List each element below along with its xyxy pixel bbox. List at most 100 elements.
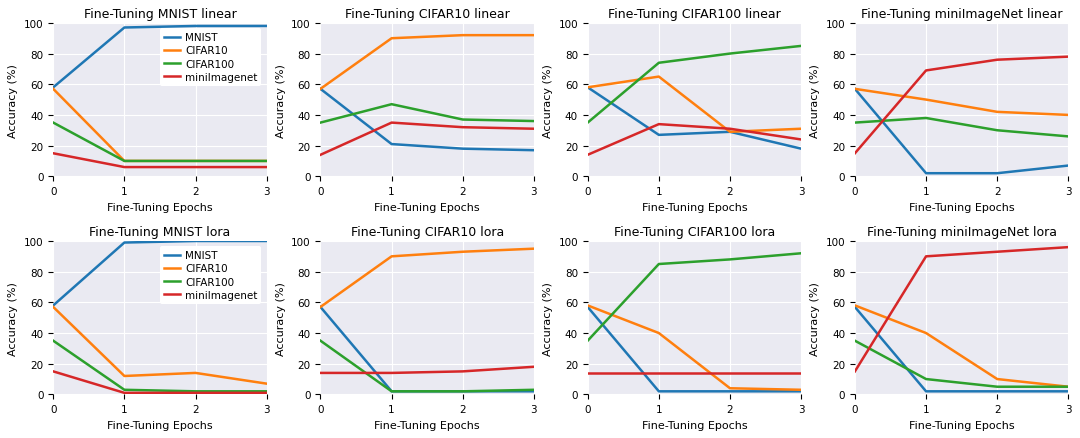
miniImagenet bbox=[118, 390, 131, 396]
Line: MNIST: MNIST bbox=[53, 241, 267, 306]
Y-axis label: Accuracy (%): Accuracy (%) bbox=[275, 64, 285, 137]
miniImagenet bbox=[1062, 55, 1075, 60]
MNIST bbox=[118, 26, 131, 31]
miniImagenet bbox=[46, 369, 59, 374]
X-axis label: Fine-Tuning Epochs: Fine-Tuning Epochs bbox=[107, 202, 213, 212]
MNIST bbox=[189, 239, 202, 244]
MNIST bbox=[386, 142, 399, 147]
Line: MNIST: MNIST bbox=[321, 307, 534, 392]
MNIST bbox=[724, 389, 737, 394]
miniImagenet bbox=[581, 153, 594, 158]
MNIST bbox=[46, 303, 59, 308]
CIFAR100 bbox=[652, 262, 665, 267]
Title: Fine-Tuning CIFAR100 lora: Fine-Tuning CIFAR100 lora bbox=[613, 226, 775, 239]
miniImagenet bbox=[849, 369, 862, 374]
CIFAR100 bbox=[990, 384, 1003, 389]
miniImagenet bbox=[118, 165, 131, 170]
Line: CIFAR10: CIFAR10 bbox=[321, 36, 534, 90]
CIFAR100 bbox=[118, 387, 131, 392]
CIFAR10 bbox=[652, 331, 665, 336]
MNIST bbox=[189, 24, 202, 29]
Line: CIFAR100: CIFAR100 bbox=[53, 341, 267, 392]
Line: CIFAR100: CIFAR100 bbox=[855, 341, 1068, 387]
Title: Fine-Tuning CIFAR10 lora: Fine-Tuning CIFAR10 lora bbox=[351, 226, 503, 239]
MNIST bbox=[652, 133, 665, 138]
MNIST bbox=[795, 389, 808, 394]
MNIST bbox=[118, 240, 131, 246]
miniImagenet bbox=[990, 250, 1003, 255]
CIFAR100 bbox=[849, 338, 862, 343]
CIFAR100 bbox=[456, 389, 469, 394]
CIFAR100 bbox=[46, 338, 59, 343]
MNIST bbox=[990, 171, 1003, 177]
MNIST bbox=[314, 87, 327, 92]
Y-axis label: Accuracy (%): Accuracy (%) bbox=[810, 64, 820, 137]
miniImagenet bbox=[386, 121, 399, 126]
miniImagenet bbox=[1062, 245, 1075, 250]
MNIST bbox=[456, 147, 469, 152]
miniImagenet bbox=[456, 369, 469, 374]
Title: Fine-Tuning MNIST linear: Fine-Tuning MNIST linear bbox=[83, 8, 237, 21]
X-axis label: Fine-Tuning Epochs: Fine-Tuning Epochs bbox=[107, 420, 213, 430]
CIFAR10 bbox=[581, 85, 594, 91]
CIFAR100 bbox=[581, 121, 594, 126]
miniImagenet bbox=[260, 390, 273, 396]
miniImagenet bbox=[919, 254, 932, 259]
CIFAR10 bbox=[386, 36, 399, 42]
CIFAR10 bbox=[652, 75, 665, 80]
miniImagenet bbox=[990, 58, 1003, 63]
CIFAR10 bbox=[314, 304, 327, 310]
Line: miniImagenet: miniImagenet bbox=[321, 124, 534, 155]
miniImagenet bbox=[189, 390, 202, 396]
miniImagenet bbox=[795, 138, 808, 143]
Line: CIFAR100: CIFAR100 bbox=[53, 124, 267, 162]
MNIST bbox=[581, 85, 594, 91]
Line: miniImagenet: miniImagenet bbox=[53, 154, 267, 168]
CIFAR100 bbox=[189, 159, 202, 164]
Line: MNIST: MNIST bbox=[321, 90, 534, 151]
CIFAR100 bbox=[724, 257, 737, 262]
Y-axis label: Accuracy (%): Accuracy (%) bbox=[275, 281, 285, 355]
Line: miniImagenet: miniImagenet bbox=[53, 371, 267, 393]
Line: MNIST: MNIST bbox=[588, 307, 801, 392]
CIFAR100 bbox=[919, 377, 932, 382]
CIFAR10 bbox=[990, 377, 1003, 382]
miniImagenet bbox=[849, 151, 862, 156]
CIFAR100 bbox=[1062, 134, 1075, 140]
CIFAR100 bbox=[795, 251, 808, 256]
CIFAR100 bbox=[386, 102, 399, 108]
CIFAR10 bbox=[795, 387, 808, 392]
Line: MNIST: MNIST bbox=[53, 27, 267, 88]
Line: miniImagenet: miniImagenet bbox=[855, 247, 1068, 371]
CIFAR100 bbox=[46, 121, 59, 126]
Line: MNIST: MNIST bbox=[588, 88, 801, 149]
CIFAR10 bbox=[118, 159, 131, 164]
miniImagenet bbox=[527, 364, 540, 370]
CIFAR100 bbox=[386, 389, 399, 394]
CIFAR100 bbox=[990, 128, 1003, 134]
Line: CIFAR10: CIFAR10 bbox=[321, 249, 534, 307]
X-axis label: Fine-Tuning Epochs: Fine-Tuning Epochs bbox=[375, 202, 480, 212]
miniImagenet bbox=[314, 371, 327, 376]
Line: CIFAR10: CIFAR10 bbox=[855, 306, 1068, 387]
CIFAR100 bbox=[849, 121, 862, 126]
MNIST bbox=[456, 389, 469, 394]
CIFAR10 bbox=[1062, 384, 1075, 389]
CIFAR10 bbox=[260, 381, 273, 386]
CIFAR100 bbox=[527, 387, 540, 392]
miniImagenet bbox=[919, 69, 932, 74]
Legend: MNIST, CIFAR10, CIFAR100, miniImagenet: MNIST, CIFAR10, CIFAR100, miniImagenet bbox=[160, 247, 261, 304]
Y-axis label: Accuracy (%): Accuracy (%) bbox=[543, 64, 553, 137]
MNIST bbox=[314, 304, 327, 310]
CIFAR10 bbox=[456, 250, 469, 255]
MNIST bbox=[386, 389, 399, 394]
Line: CIFAR10: CIFAR10 bbox=[53, 307, 267, 384]
Line: CIFAR10: CIFAR10 bbox=[588, 78, 801, 132]
MNIST bbox=[260, 239, 273, 244]
miniImagenet bbox=[260, 165, 273, 170]
X-axis label: Fine-Tuning Epochs: Fine-Tuning Epochs bbox=[642, 420, 747, 430]
Title: Fine-Tuning CIFAR100 linear: Fine-Tuning CIFAR100 linear bbox=[608, 8, 781, 21]
Line: CIFAR100: CIFAR100 bbox=[588, 254, 801, 341]
CIFAR100 bbox=[118, 159, 131, 164]
CIFAR10 bbox=[314, 87, 327, 92]
